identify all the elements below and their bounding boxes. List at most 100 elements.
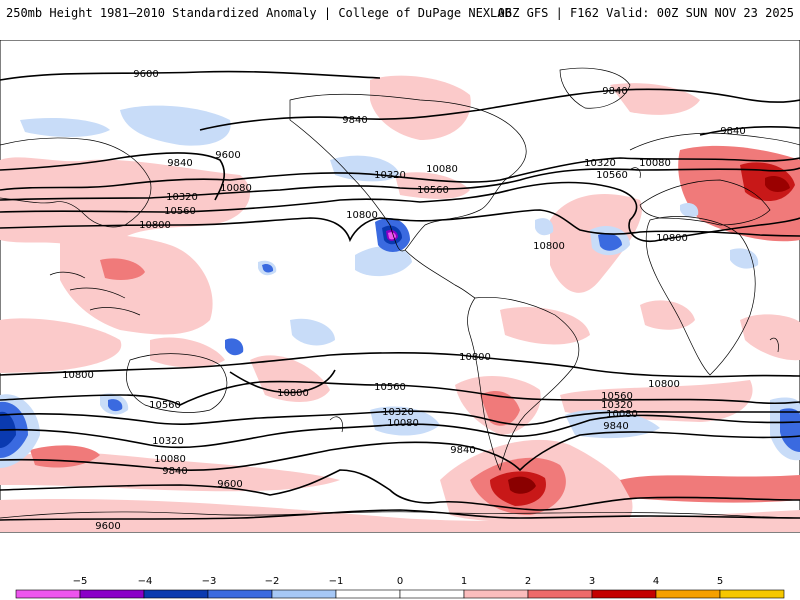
contour-9840-nw <box>0 152 225 201</box>
anomaly-area <box>598 233 622 251</box>
anomaly-area <box>620 475 800 503</box>
contour-label: 10800 <box>656 233 688 244</box>
contour-label: 9840 <box>167 158 192 169</box>
coastline-greenland <box>559 67 631 109</box>
legend-swatch <box>79 589 145 599</box>
coastline-madagascar <box>769 337 779 353</box>
contour-9840-ne <box>699 126 800 136</box>
legend-swatch <box>271 589 337 599</box>
contour-9600-north <box>0 70 381 81</box>
contour-label: 9840 <box>162 466 187 477</box>
coastline-europe <box>639 179 771 226</box>
anomaly-area <box>565 409 660 439</box>
contour-10560-north <box>0 181 800 242</box>
contour-label: 9840 <box>602 86 627 97</box>
anomaly-area <box>262 263 274 273</box>
legend-tick: 3 <box>589 576 595 587</box>
legend-swatch <box>591 589 657 599</box>
legend-swatch <box>655 589 721 599</box>
contour-label: 10560 <box>164 206 196 217</box>
anomaly-area <box>780 408 800 452</box>
legend-tick: −3 <box>202 576 217 587</box>
anomaly-area <box>765 176 790 192</box>
anomaly-map: 9600 9840 9840 9840 9840 9600 10320 1008… <box>0 40 800 533</box>
contour-label: 10800 <box>648 379 680 390</box>
legend-tick: −5 <box>73 576 88 587</box>
contour-label: 10320 <box>584 158 616 169</box>
contour-label: 10560 <box>596 170 628 181</box>
coastline-new-zealand <box>329 416 344 433</box>
contour-label: 10080 <box>387 418 419 429</box>
contour-label: 10800 <box>139 220 171 231</box>
contour-label: 10800 <box>277 388 309 399</box>
anomaly-area <box>500 307 590 345</box>
legend-swatch <box>207 589 273 599</box>
contour-9600-bottom <box>0 509 800 521</box>
anomaly-area <box>20 118 110 137</box>
contour-10800-north <box>0 209 800 243</box>
contour-label: 10560 <box>374 382 406 393</box>
contour-label: 9840 <box>342 115 367 126</box>
coastline-africa <box>645 216 756 376</box>
contour-label: 10800 <box>459 352 491 363</box>
legend-color-bar <box>15 589 785 599</box>
anomaly-area <box>60 234 213 335</box>
contour-label: 10560 <box>601 391 633 402</box>
contour-label: 9600 <box>133 69 158 80</box>
legend-swatch <box>15 589 81 599</box>
anomaly-area <box>535 218 554 236</box>
contour-label: 9600 <box>215 150 240 161</box>
legend-swatch <box>463 589 529 599</box>
contour-9840-north <box>199 88 800 131</box>
contour-labels: 9600 9840 9840 9840 9840 9600 10320 1008… <box>62 69 746 532</box>
contour-10080-north <box>0 157 800 191</box>
anomaly-area <box>610 83 700 115</box>
anomaly-area <box>0 318 122 373</box>
coastline-antarctica <box>0 511 800 519</box>
legend-tick: 4 <box>653 576 659 587</box>
contour-10080-south <box>0 414 800 449</box>
legend-swatch <box>527 589 593 599</box>
contour-label: 10080 <box>639 158 671 169</box>
contour-9840-south <box>0 431 800 472</box>
legend-tick: −4 <box>138 576 153 587</box>
legend-tick: −2 <box>265 576 280 587</box>
legend-tick: 1 <box>461 576 467 587</box>
legend-tick: −1 <box>329 576 344 587</box>
contour-label: 10320 <box>152 436 184 447</box>
contour-10320-north <box>0 167 800 201</box>
anomaly-area <box>290 318 335 346</box>
coastline-north-america <box>289 93 527 252</box>
contour-10800-south <box>0 351 800 378</box>
contour-label: 10080 <box>154 454 186 465</box>
coastline-central-america <box>404 249 476 299</box>
model-run-info: 06Z GFS | F162 Valid: 00Z SUN NOV 23 202… <box>497 6 794 20</box>
anomaly-area <box>370 75 471 140</box>
contour-label: 10800 <box>533 241 565 252</box>
anomaly-area <box>120 105 231 146</box>
contour-label: 10800 <box>62 370 94 381</box>
legend-swatch <box>143 589 209 599</box>
anomaly-area <box>225 338 244 356</box>
anomaly-color-legend: −5 −4 −3 −2 −1 0 1 2 3 4 5 <box>15 576 785 599</box>
contour-label: 10320 <box>382 407 414 418</box>
coastline-south-america <box>467 297 580 472</box>
negative-anomaly-shading <box>0 105 800 468</box>
height-contours <box>0 70 800 521</box>
contour-label: 10320 <box>601 400 633 411</box>
legend-swatch <box>335 589 401 599</box>
contour-label: 9840 <box>450 445 475 456</box>
anomaly-area <box>100 258 145 280</box>
contour-label: 10080 <box>220 183 252 194</box>
legend-tick: 0 <box>397 576 403 587</box>
anomaly-area <box>480 390 520 426</box>
contour-9600-south <box>0 469 800 511</box>
anomaly-area <box>0 499 800 532</box>
anomaly-area <box>370 406 440 436</box>
contour-10560-south <box>0 380 800 406</box>
coastline-eurasia <box>0 132 800 228</box>
anomaly-area <box>730 248 759 269</box>
legend-tick: 2 <box>525 576 531 587</box>
contour-label: 10320 <box>374 170 406 181</box>
contour-label: 9840 <box>603 421 628 432</box>
